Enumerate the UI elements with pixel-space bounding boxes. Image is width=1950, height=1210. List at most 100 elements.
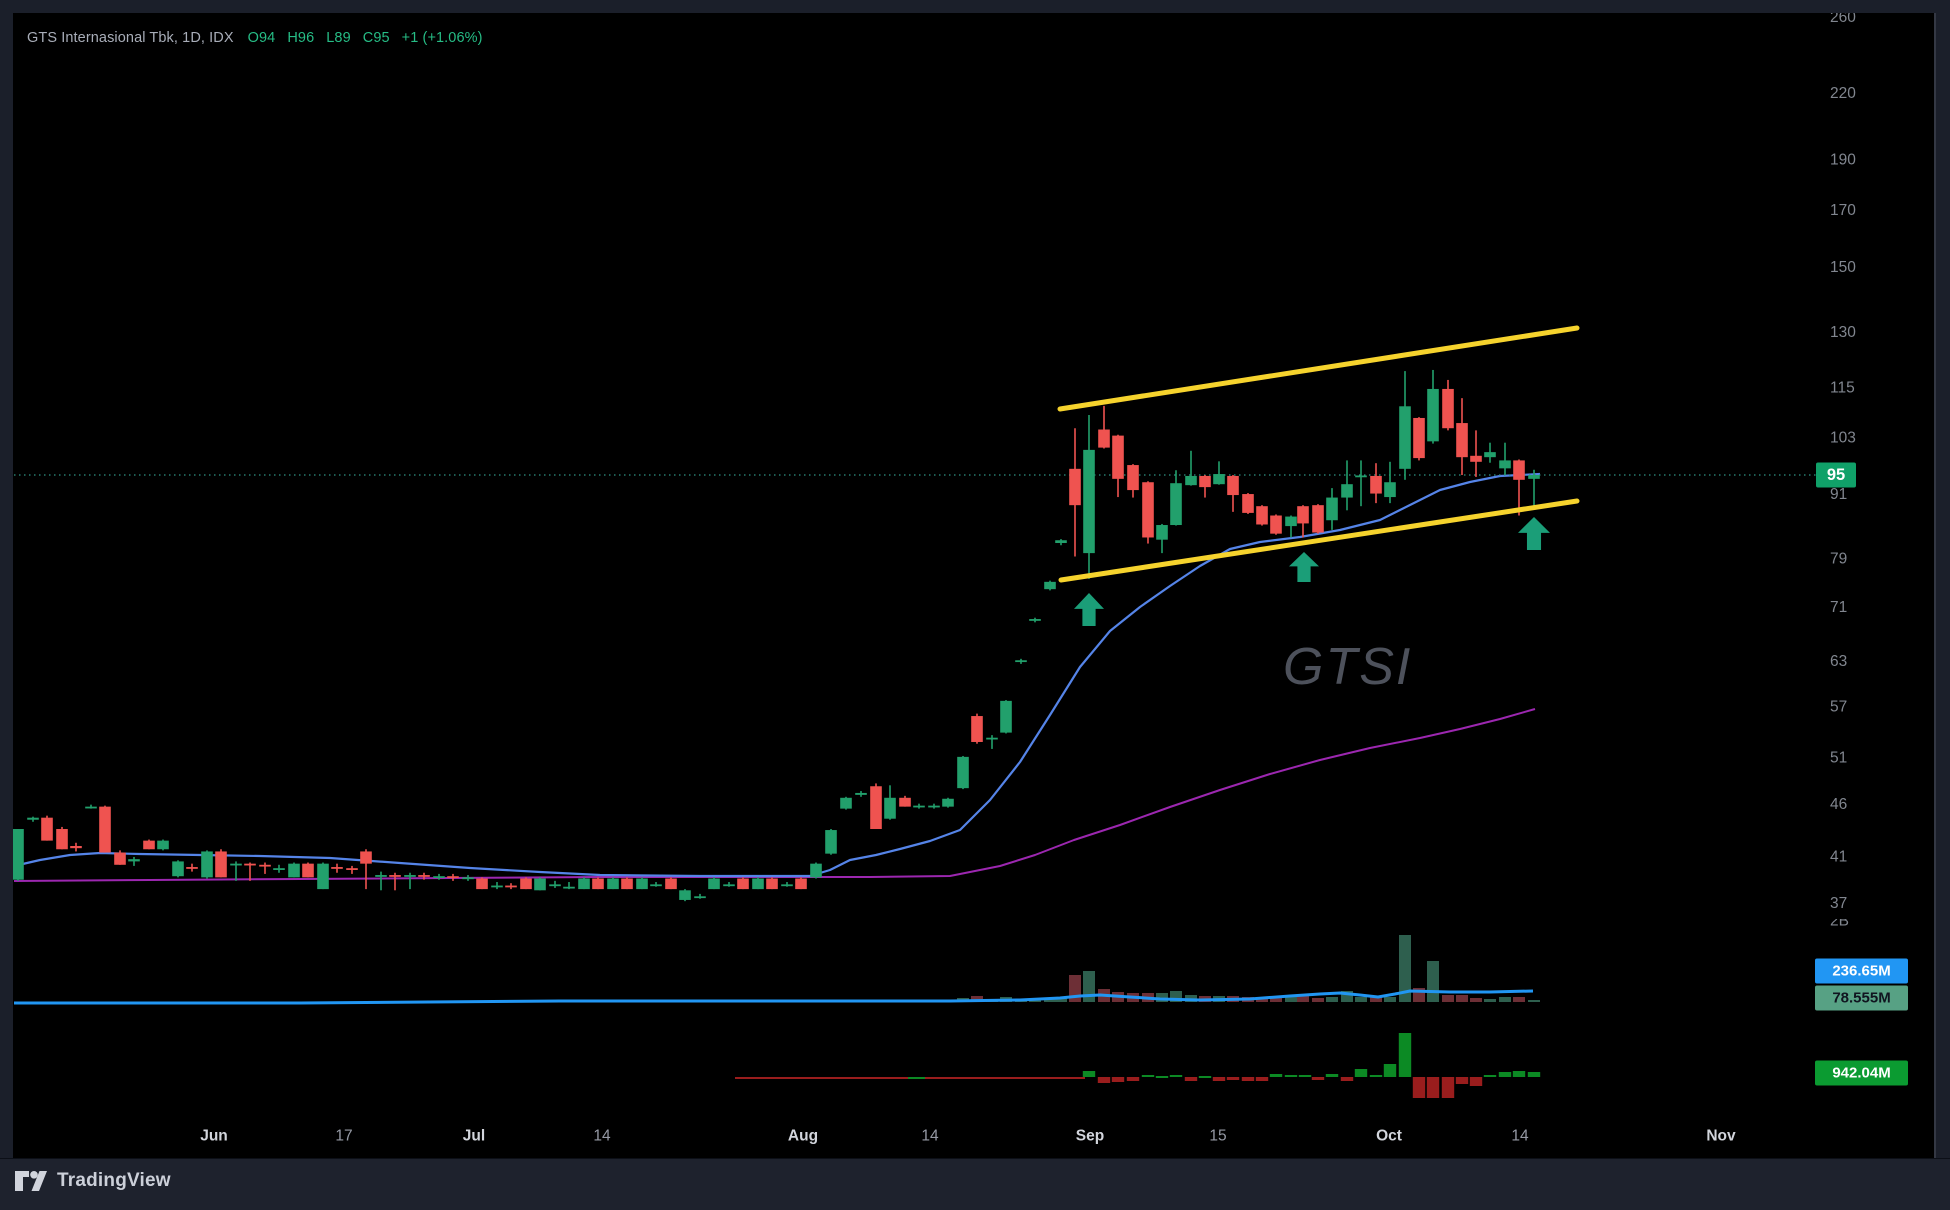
volume-bar [1427, 961, 1439, 1002]
chart-top-padding [0, 0, 1950, 13]
chart-background [0, 0, 1950, 1158]
candle-body [1413, 417, 1425, 459]
trendline-lower[interactable] [1058, 498, 1580, 583]
candle-body [534, 878, 546, 891]
trendline-upper[interactable] [1057, 325, 1580, 412]
candle-body [665, 878, 677, 890]
price-axis[interactable]: 260 220 190 170 150 130 115 103 91 79 71 63 57 51 46 41… [1815, 9, 1908, 1086]
indicator-bar [1097, 1077, 1111, 1083]
indicator-bar [1369, 1075, 1383, 1077]
candle-body [636, 878, 648, 890]
symbol-title[interactable]: GTS Internasional Tbk, 1D, IDX [27, 30, 234, 46]
candle-body [1341, 484, 1353, 498]
candle-body [288, 863, 300, 878]
indicator-bar [1184, 1077, 1198, 1081]
candle-body [621, 878, 633, 890]
candle-body [840, 797, 852, 809]
candle-body [1044, 581, 1056, 590]
candle-body [505, 885, 517, 888]
time-axis-month-label: Jun [200, 1128, 228, 1145]
indicator-bar [1155, 1076, 1169, 1078]
indicator-bar [1198, 1076, 1212, 1078]
tradingview-logo[interactable]: TradingView [15, 1170, 171, 1192]
candle-body [1312, 505, 1324, 533]
indicator-bar [1354, 1069, 1368, 1077]
candle-body [1399, 406, 1411, 469]
candle-body [41, 817, 53, 841]
indicator-value-badge [1815, 985, 1908, 1011]
clipped-scale-label: 2B [1830, 913, 1849, 930]
indicator-bar [1126, 1077, 1140, 1081]
volume-bar [1399, 935, 1411, 1002]
volume-bar [1297, 996, 1309, 1002]
indicator-bar [1082, 1071, 1096, 1077]
indicator-bar [1441, 1077, 1455, 1098]
candle-body [1199, 475, 1211, 488]
candle-body [491, 885, 503, 888]
time-axis-day-label: 14 [921, 1128, 939, 1145]
last-price-badge [1816, 462, 1856, 488]
price-axis-label: 260 [1830, 9, 1856, 26]
price-axis-label: 63 [1830, 653, 1847, 670]
volume-bar [1083, 971, 1095, 1002]
indicator-value-badge [1815, 958, 1908, 984]
candle-body [302, 863, 314, 878]
candle-body [825, 830, 837, 854]
legend-change-value: +1 (+1.06%) [401, 30, 483, 46]
candle-body [1470, 455, 1482, 462]
candle-body [1098, 429, 1110, 448]
indicator-bar [1212, 1077, 1226, 1081]
buy-signal-arrows[interactable] [1074, 517, 1550, 626]
volume-bar [1055, 997, 1067, 1002]
price-axis-label: 79 [1830, 550, 1847, 567]
time-axis-month-label: Jul [463, 1128, 485, 1145]
price-axis-label: 37 [1830, 895, 1847, 912]
candle-body [694, 896, 706, 899]
candle-body [913, 805, 925, 808]
indicator-bar [1483, 1075, 1497, 1077]
candle-body [389, 875, 401, 877]
candle-body [1069, 468, 1081, 506]
time-axis-month-label: Sep [1076, 1128, 1104, 1145]
candle-body [1355, 475, 1367, 478]
candle-body [957, 756, 969, 789]
indicator-bar [1226, 1077, 1240, 1080]
volume-bar [1355, 997, 1367, 1002]
trendline-channel[interactable] [1057, 325, 1580, 583]
indicator-bar [1527, 1072, 1541, 1077]
candle-body [331, 867, 343, 869]
candle-body [1015, 660, 1027, 663]
price-axis-border [1934, 13, 1936, 1158]
candle-body [70, 846, 82, 849]
up-arrow-marker[interactable] [1518, 517, 1550, 550]
indicator-bar [1455, 1077, 1469, 1084]
tradingview-logo-icon [15, 1170, 47, 1191]
candle-body [56, 829, 68, 850]
time-axis[interactable]: Jun 17 Jul 14 Aug 14 Sep 15 Oct 14 Nov [200, 1128, 1736, 1145]
candle-body [1427, 388, 1439, 442]
bottom-toolbar: TradingView [0, 1158, 1950, 1210]
candle-body [1029, 619, 1041, 621]
volume-bar [1484, 999, 1496, 1002]
indicator-value-badge-text: 236.65M [1832, 963, 1890, 980]
candle-body [592, 878, 604, 890]
volume-bar [1470, 998, 1482, 1002]
candle-body [317, 863, 329, 890]
indicator-bar [1298, 1075, 1312, 1077]
price-axis-label: 115 [1830, 380, 1855, 397]
candle-body [1256, 506, 1268, 525]
candle-body [1055, 540, 1067, 543]
chart-left-padding [0, 13, 13, 1158]
indicator-bar [1111, 1077, 1125, 1082]
up-arrow-marker[interactable] [1074, 593, 1104, 626]
up-arrow-marker[interactable] [1289, 552, 1319, 582]
indicator-bar [1426, 1077, 1440, 1098]
volume-bar [1326, 997, 1338, 1002]
candle-body [607, 878, 619, 890]
candle-body [870, 786, 882, 830]
time-axis-month-label: Nov [1706, 1128, 1736, 1145]
candle-body [942, 798, 954, 807]
candle-body [404, 875, 416, 877]
candle-body [766, 878, 778, 890]
candle-body [259, 864, 271, 867]
